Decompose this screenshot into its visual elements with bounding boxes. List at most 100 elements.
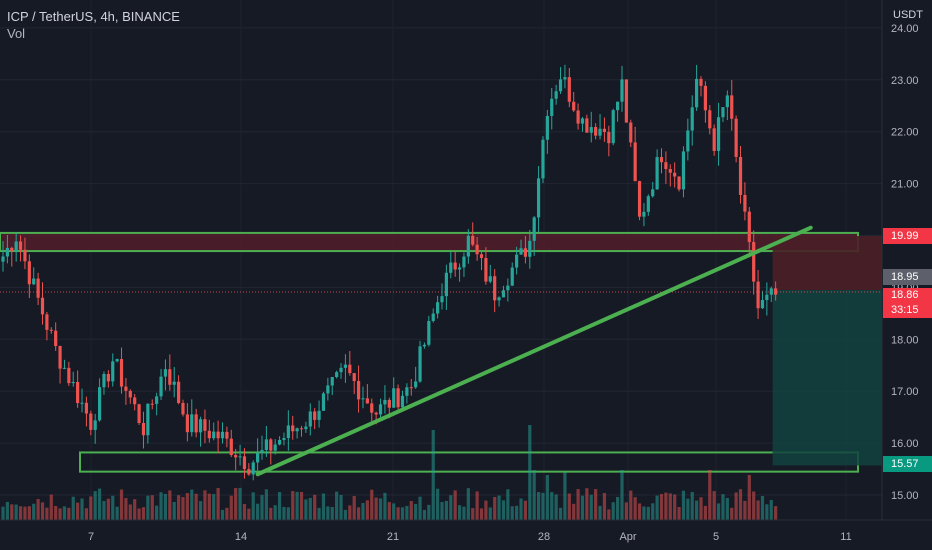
volume-bar xyxy=(339,494,343,520)
volume-bar xyxy=(664,492,668,520)
candle-body xyxy=(396,388,400,408)
candle-body xyxy=(646,196,650,212)
take-profit-area xyxy=(772,289,882,466)
volume-bar xyxy=(27,506,31,520)
candle-body xyxy=(106,373,110,382)
volume-bar xyxy=(493,496,497,520)
volume-bar xyxy=(681,490,686,520)
volume-bar xyxy=(558,507,563,520)
candle-body xyxy=(361,398,365,400)
ascending-trendline xyxy=(255,225,813,477)
candle-body xyxy=(536,178,541,218)
candle-body xyxy=(264,439,268,451)
candle-body xyxy=(335,372,339,378)
volume-bar xyxy=(703,505,707,520)
volume-bar xyxy=(238,487,242,520)
candle-body xyxy=(54,330,58,347)
volume-bar xyxy=(457,505,462,520)
candle-body xyxy=(598,128,602,136)
volume-bar xyxy=(54,506,58,520)
time-tick-label: 5 xyxy=(713,531,719,543)
volume-indicator-label[interactable]: Vol xyxy=(7,26,26,41)
volume-bar xyxy=(97,488,102,520)
candle-body xyxy=(440,296,444,303)
volume-bar xyxy=(738,489,743,520)
volume-bar xyxy=(690,492,694,520)
candle-body xyxy=(563,77,567,80)
support-price-badge: 15.57 xyxy=(883,456,932,472)
candle-body xyxy=(150,403,154,405)
candle-body xyxy=(708,110,712,129)
candle-body xyxy=(765,294,769,301)
candle-body xyxy=(677,176,681,190)
candle-body xyxy=(159,376,163,397)
symbol-title[interactable]: ICP / TetherUS, 4h, BINANCE xyxy=(7,9,180,24)
volume-bar xyxy=(80,498,84,520)
volume-bar xyxy=(422,509,427,520)
volume-bar xyxy=(572,503,576,520)
chart-header: ICP / TetherUS, 4h, BINANCE Vol xyxy=(7,8,180,42)
volume-bar xyxy=(523,500,528,520)
volume-bar xyxy=(5,501,9,520)
volume-bar xyxy=(137,508,141,520)
candle-body xyxy=(545,115,549,140)
volume-bar xyxy=(299,491,304,520)
volume-bar xyxy=(23,506,27,520)
price-tick-label: 24.00 xyxy=(891,23,919,35)
volume-bar xyxy=(172,502,176,520)
candle-body xyxy=(137,404,141,424)
candle-body xyxy=(668,169,672,173)
candle-body xyxy=(58,346,62,369)
volume-bar xyxy=(133,499,137,520)
candle-body xyxy=(32,278,36,285)
volume-bar xyxy=(141,507,146,520)
volume-bar xyxy=(190,489,194,520)
candle-body xyxy=(624,79,628,123)
volume-bar xyxy=(655,495,659,520)
candle-body xyxy=(299,428,304,430)
candle-body xyxy=(414,381,418,388)
candle-body xyxy=(282,438,286,440)
resistance-zone xyxy=(0,231,859,253)
candle-body xyxy=(277,439,282,445)
price-tick-label: 16.00 xyxy=(891,438,919,450)
price-tick-label: 22.00 xyxy=(891,127,919,139)
volume-bar xyxy=(361,503,365,520)
volume-bar xyxy=(515,505,519,520)
resistance-price-badge: 19.99 xyxy=(883,228,932,244)
candle-body xyxy=(115,359,119,362)
volume-bar xyxy=(234,488,238,520)
volume-bar xyxy=(155,505,159,520)
volume-bar xyxy=(177,495,181,520)
volume-bar xyxy=(40,502,45,520)
candle-body xyxy=(168,369,172,385)
volume-bar xyxy=(84,508,89,520)
volume-bar xyxy=(510,506,514,520)
volume-bar xyxy=(356,507,361,520)
volume-bar xyxy=(602,493,607,520)
volume-bar xyxy=(343,509,348,520)
candle-body xyxy=(304,426,308,430)
volume-bar xyxy=(304,499,308,520)
axis-unit-label[interactable]: USDT xyxy=(893,9,923,21)
candle-body xyxy=(330,377,334,386)
candle-body xyxy=(629,122,633,143)
candle-body xyxy=(642,211,646,217)
candle-body xyxy=(550,98,554,116)
volume-bar xyxy=(774,506,778,520)
volume-bar xyxy=(146,495,150,520)
volume-bar xyxy=(567,493,571,520)
volume-bar xyxy=(545,475,549,520)
volume-bar xyxy=(405,505,409,520)
candle-body xyxy=(554,91,558,99)
volume-bar xyxy=(506,489,510,520)
volume-bar xyxy=(242,504,247,520)
candle-body xyxy=(172,381,176,385)
volume-bar xyxy=(260,495,264,520)
candle-body xyxy=(532,217,536,241)
volume-bar xyxy=(352,496,356,520)
candle-body xyxy=(273,444,277,451)
volume-bar xyxy=(607,509,611,520)
